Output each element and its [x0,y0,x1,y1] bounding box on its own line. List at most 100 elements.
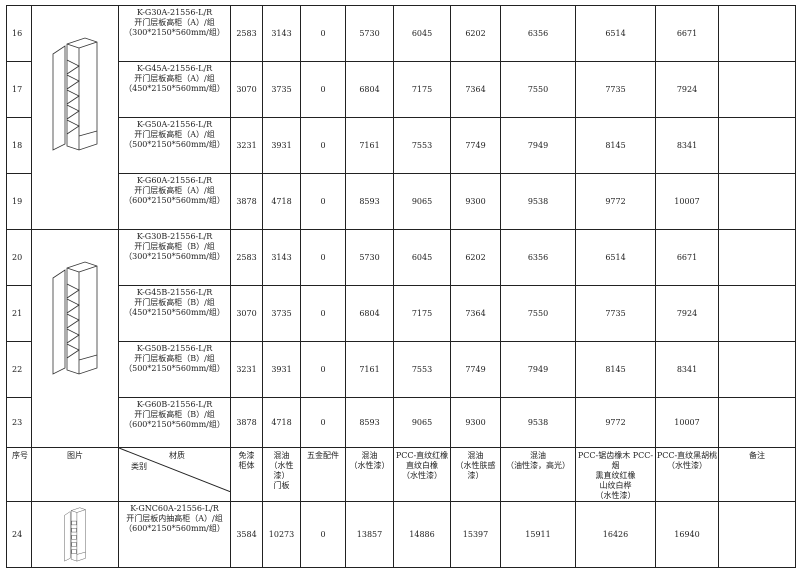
header-col: 备注 [718,447,796,502]
price-cell [718,285,796,342]
price-cell: 3070 [230,285,263,342]
product-image [31,501,119,568]
header-diagonal-cell: 材质类别 [118,447,231,502]
price-cell: 3735 [262,61,301,118]
header-col: PCC-直纹红橡 直纹白橡 （水性漆） [393,447,451,502]
product-name: K-G60A-21556-L/R 开门层板高柜（A）/组 （600*2150*5… [118,173,231,230]
price-cell: 3231 [230,117,263,174]
row-number: 20 [6,229,32,286]
price-cell: 0 [300,285,346,342]
header-col: 五金配件 [300,447,346,502]
price-cell: 0 [300,397,346,448]
price-cell [718,229,796,286]
price-cell: 0 [300,229,346,286]
price-cell [718,397,796,448]
header-col: 混油 （水性肤感 漆） [450,447,501,502]
product-name: K-G45B-21556-L/R 开门层板高柜（B）/组 （450*2150*5… [118,285,231,342]
price-cell: 9772 [575,173,656,230]
price-cell: 6514 [575,5,656,62]
table-row: 24 K-GNC60A-21556-L/R 开门层板内抽高柜（A）/组 （600*… [6,501,796,568]
price-cell: 8341 [655,341,719,398]
header-category: 类别 [131,462,147,471]
price-cell: 3878 [230,173,263,230]
price-cell: 0 [300,5,346,62]
product-image [31,5,119,230]
price-cell: 8145 [575,117,656,174]
price-cell: 3878 [230,397,263,448]
price-cell: 9538 [500,173,576,230]
price-cell: 9065 [393,397,451,448]
price-cell [718,5,796,62]
product-name: K-GNC60A-21556-L/R 开门层板内抽高柜（A）/组 （600*21… [118,501,231,568]
price-cell: 7364 [450,285,501,342]
header-row: 序号 图片 材质 类别 免漆 柜体 混油 （水性漆） 门板 五金配件 混油 （水性漆） PCC-… [6,447,796,502]
row-number: 24 [6,501,32,568]
price-cell: 6671 [655,229,719,286]
product-name: K-G30A-21556-L/R 开门层板高柜（A）/组 （300*2150*5… [118,5,231,62]
header-material: 材质 [169,451,185,460]
row-number: 19 [6,173,32,230]
price-cell: 3143 [262,5,301,62]
row-number: 17 [6,61,32,118]
price-cell: 7161 [345,341,394,398]
header-col: 免漆 柜体 [230,447,263,502]
product-name: K-G50A-21556-L/R 开门层板高柜（A）/组 （500*2150*5… [118,117,231,174]
price-cell: 2583 [230,5,263,62]
row-number: 21 [6,285,32,342]
price-cell: 3584 [230,501,263,568]
table-row: 16 K-G30A-21556-L/R 开门层板高柜（A）/组 （300*2150… [6,5,796,230]
table-row: 17 K-G45A-21556-L/R 开门层板高柜（A）/组 （450*2150… [6,61,796,118]
price-cell: 8593 [345,173,394,230]
price-cell: 6202 [450,229,501,286]
price-cell: 0 [300,501,346,568]
price-cell: 9065 [393,173,451,230]
product-name: K-G50B-21556-L/R 开门层板高柜（B）/组 （500*2150*5… [118,341,231,398]
price-cell: 6804 [345,285,394,342]
table-row: 19 K-G60A-21556-L/R 开门层板高柜（A）/组 （600*2150… [6,173,796,230]
price-cell [718,341,796,398]
price-cell: 16940 [655,501,719,568]
open-shelf-tall-cabinet-a-icon [52,37,98,151]
header-col: 混油 （油性漆，高光） [500,447,576,502]
price-cell: 0 [300,61,346,118]
price-cell: 6045 [393,5,451,62]
price-cell: 4718 [262,173,301,230]
price-cell: 9300 [450,173,501,230]
table-row: 23 K-G60B-21556-L/R 开门层板高柜（B）/组 （600*2150… [6,397,796,448]
header-col: PCC-锯齿橡木 PCC-烟 熏直纹红橡 山纹白桦 （水性漆） [575,447,656,502]
price-cell: 5730 [345,229,394,286]
price-cell: 6202 [450,5,501,62]
price-cell: 7735 [575,285,656,342]
row-number: 18 [6,117,32,174]
price-cell: 7949 [500,117,576,174]
price-cell: 3931 [262,117,301,174]
price-cell: 7175 [393,285,451,342]
price-cell: 13857 [345,501,394,568]
header-col: 混油 （水性漆） [345,447,394,502]
price-cell: 6356 [500,5,576,62]
price-cell: 3070 [230,61,263,118]
price-cell: 7924 [655,61,719,118]
price-cell: 14886 [393,501,451,568]
price-cell: 6514 [575,229,656,286]
price-cell: 8145 [575,341,656,398]
row-number: 22 [6,341,32,398]
price-cell: 7924 [655,285,719,342]
price-cell: 8341 [655,117,719,174]
price-table: 16 K-G30A-21556-L/R 开门层板高柜（A）/组 （300*2150… [6,5,796,568]
price-cell [718,61,796,118]
price-cell: 2583 [230,229,263,286]
price-cell: 7550 [500,61,576,118]
inner-drawer-tall-cabinet-icon [64,507,86,562]
price-cell: 4718 [262,397,301,448]
price-cell: 7949 [500,341,576,398]
price-cell [718,117,796,174]
price-cell: 3735 [262,285,301,342]
product-name: K-G60B-21556-L/R 开门层板高柜（B）/组 （600*2150*5… [118,397,231,448]
price-cell: 8593 [345,397,394,448]
header-seq: 序号 [6,447,32,502]
row-number: 16 [6,5,32,62]
price-cell: 10007 [655,173,719,230]
header-col: PCC-直纹黑胡桃 （水性漆） [655,447,719,502]
price-cell: 15911 [500,501,576,568]
